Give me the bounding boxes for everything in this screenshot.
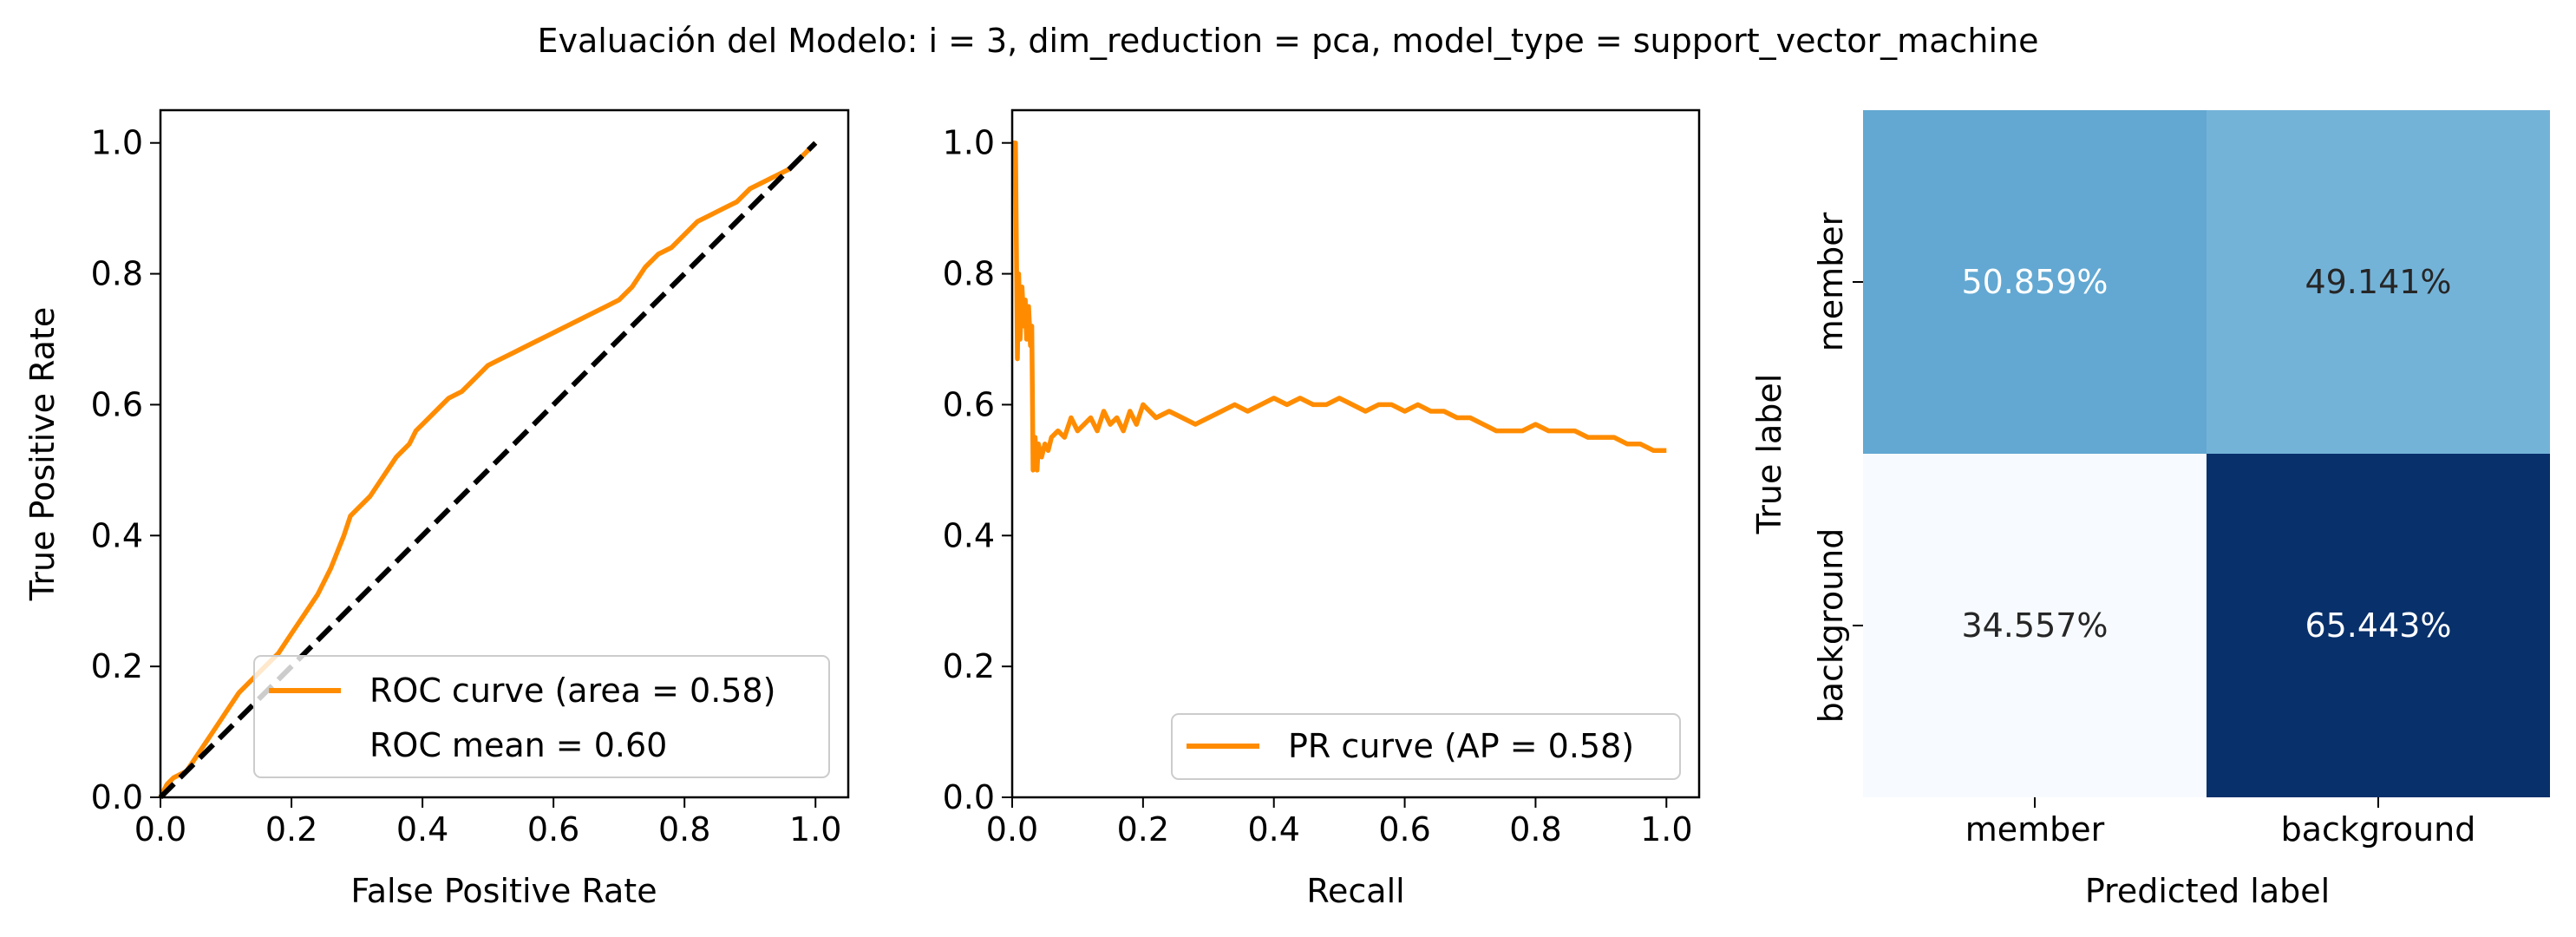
- roc-chart: 0.0 0.2 0.4 0.6 0.8 1.0 0.0 0.2 0.4 0.6 0.8 1.0 Fal…: [23, 108, 850, 910]
- cm-cell: [2207, 110, 2550, 454]
- cm-y-tick-label: background: [1812, 528, 1850, 724]
- cm-x-axis-label: Predicted label: [2085, 872, 2330, 910]
- cm-cell-label: 49.141%: [2305, 263, 2451, 301]
- confusion-matrix-cells: 50.859% 49.141% 34.557% 65.443%: [1863, 110, 2550, 797]
- roc-y-axis-label: True Positive Rate: [23, 307, 62, 602]
- cm-y-axis-label: True label: [1750, 374, 1788, 535]
- confusion-matrix-ticks: member background member background: [1812, 212, 2475, 849]
- pr-x-tick-label: 0.6: [1378, 810, 1430, 849]
- roc-y-tick-label: 0.6: [91, 385, 143, 423]
- roc-legend-box: [253, 655, 830, 778]
- roc-y-tick-label: 0.8: [91, 255, 143, 293]
- roc-legend: ROC curve (area = 0.58) ROC mean = 0.60: [253, 655, 830, 778]
- roc-y-tick-label: 0.0: [91, 778, 143, 816]
- pr-ticks: 0.0 0.2 0.4 0.6 0.8 1.0 0.0 0.2 0.4 0.6 0.8 1.0: [943, 124, 1693, 849]
- pr-legend: PR curve (AP = 0.58): [1171, 713, 1681, 780]
- pr-y-tick-label: 0.2: [943, 647, 995, 685]
- cm-cell-label: 50.859%: [1961, 263, 2108, 301]
- pr-x-axis-label: Recall: [1306, 872, 1404, 910]
- roc-x-tick-label: 0.8: [658, 810, 710, 849]
- roc-y-tick-label: 0.4: [91, 516, 143, 554]
- pr-axes-frame: [1010, 108, 1701, 799]
- pr-legend-box: [1171, 713, 1681, 780]
- pr-y-tick-label: 1.0: [943, 124, 995, 162]
- pr-x-tick-label: 0.0: [986, 810, 1038, 849]
- pr-x-tick-label: 0.2: [1117, 810, 1169, 849]
- cm-cell-label: 65.443%: [2305, 606, 2451, 645]
- roc-y-tick-label: 0.2: [91, 647, 143, 685]
- pr-x-tick-label: 0.4: [1247, 810, 1299, 849]
- confusion-matrix: 50.859% 49.141% 34.557% 65.443% member backg…: [1750, 110, 2550, 910]
- roc-x-tick-label: 0.2: [265, 810, 317, 849]
- roc-mean-label: ROC mean = 0.60: [369, 726, 667, 764]
- pr-x-tick-label: 0.8: [1509, 810, 1561, 849]
- roc-legend-label: ROC curve (area = 0.58): [369, 672, 775, 710]
- pr-plot-area: [1012, 140, 1667, 473]
- cm-cell: [2207, 454, 2550, 797]
- roc-ticks: 0.0 0.2 0.4 0.6 0.8 1.0 0.0 0.2 0.4 0.6 0.8 1.0: [91, 124, 842, 849]
- cm-y-tick-label: member: [1812, 212, 1850, 351]
- figure-title: Evaluación del Modelo: i = 3, dim_reduct…: [538, 22, 2039, 60]
- pr-x-tick-label: 1.0: [1640, 810, 1692, 849]
- cm-cell-label: 34.557%: [1961, 606, 2108, 645]
- cm-x-tick-label: background: [2281, 810, 2476, 849]
- roc-x-tick-label: 0.6: [527, 810, 579, 849]
- pr-curve-line: [1012, 140, 1667, 473]
- roc-x-tick-label: 0.0: [134, 810, 186, 849]
- pr-y-tick-label: 0.4: [943, 516, 995, 554]
- roc-x-tick-label: 0.4: [396, 810, 448, 849]
- cm-cell: [1863, 454, 2207, 797]
- pr-y-tick-label: 0.0: [943, 778, 995, 816]
- pr-legend-label: PR curve (AP = 0.58): [1288, 727, 1634, 765]
- roc-x-axis-label: False Positive Rate: [350, 872, 657, 910]
- cm-x-tick-label: member: [1965, 810, 2105, 849]
- pr-y-tick-label: 0.6: [943, 385, 995, 423]
- roc-x-tick-label: 1.0: [789, 810, 841, 849]
- cm-cell: [1863, 110, 2207, 454]
- pr-y-tick-label: 0.8: [943, 255, 995, 293]
- roc-y-tick-label: 1.0: [91, 124, 143, 162]
- roc-axes-frame: [159, 108, 850, 799]
- pr-chart: 0.0 0.2 0.4 0.6 0.8 1.0 0.0 0.2 0.4 0.6 0.8 1.0 Rec…: [943, 108, 1701, 910]
